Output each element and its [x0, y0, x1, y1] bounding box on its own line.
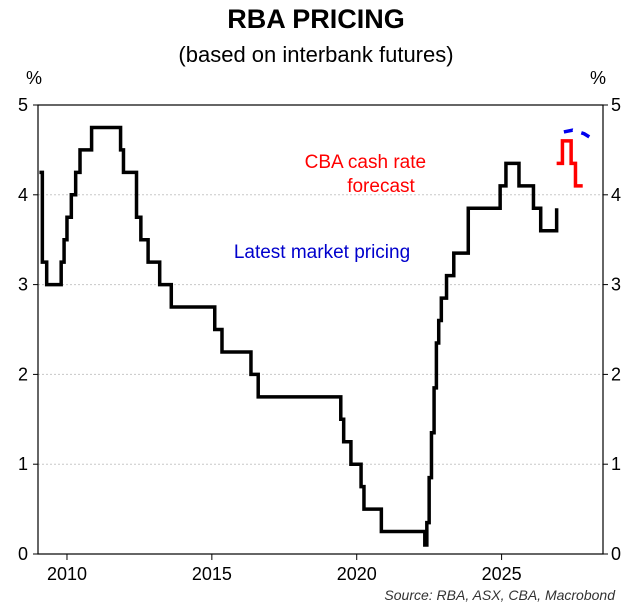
y-tick-label-left: 5 — [18, 95, 28, 115]
y-tick-label-left: 2 — [18, 364, 28, 384]
y-axis-unit-left: % — [26, 68, 42, 88]
y-axis-unit-right: % — [590, 68, 606, 88]
y-tick-label-right: 0 — [611, 544, 621, 564]
series-line-0 — [39, 125, 559, 547]
y-tick-label-left: 0 — [18, 544, 28, 564]
annotation-market-pricing: Latest market pricing — [234, 242, 410, 263]
chart-title: RBA PRICING — [227, 4, 405, 34]
y-ticks-left: 0 1 2 3 4 5 — [18, 95, 38, 564]
y-tick-label-right: 5 — [611, 95, 621, 115]
series-line-2 — [556, 139, 583, 188]
x-tick-label: 2015 — [192, 564, 232, 584]
x-tick-label: 2010 — [47, 564, 87, 584]
chart-subtitle: (based on interbank futures) — [178, 42, 453, 67]
y-tick-label-right: 2 — [611, 364, 621, 384]
y-tick-label-left: 1 — [18, 454, 28, 474]
annotation-cba-forecast-line-1: CBA cash rate — [305, 152, 426, 173]
x-tick-label: 2020 — [337, 564, 377, 584]
annotation-cba-forecast: CBA cash rate forecast — [305, 152, 432, 197]
plot-frame — [37, 104, 604, 555]
gridlines — [38, 194, 603, 465]
series-lines — [39, 125, 597, 547]
y-tick-label-left: 3 — [18, 275, 28, 295]
y-tick-label-right: 1 — [611, 454, 621, 474]
source-note: Source: RBA, ASX, CBA, Macrobond — [384, 587, 616, 603]
y-tick-label-right: 4 — [611, 185, 621, 205]
series-line-1 — [563, 128, 597, 143]
y-ticks-right: 0 1 2 3 4 5 — [603, 95, 621, 564]
annotation-cba-forecast-line-2: forecast — [347, 176, 415, 197]
x-ticks: 2010 2015 2020 2025 — [47, 554, 522, 584]
y-tick-label-left: 4 — [18, 185, 28, 205]
y-tick-label-right: 3 — [611, 275, 621, 295]
x-tick-label: 2025 — [482, 564, 522, 584]
